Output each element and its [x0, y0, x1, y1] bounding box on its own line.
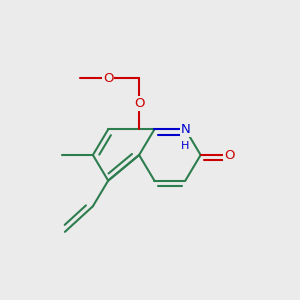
Text: O: O — [224, 148, 235, 161]
Text: O: O — [103, 72, 113, 85]
Text: N: N — [181, 123, 190, 136]
Text: H: H — [181, 141, 190, 151]
Text: O: O — [134, 97, 144, 110]
